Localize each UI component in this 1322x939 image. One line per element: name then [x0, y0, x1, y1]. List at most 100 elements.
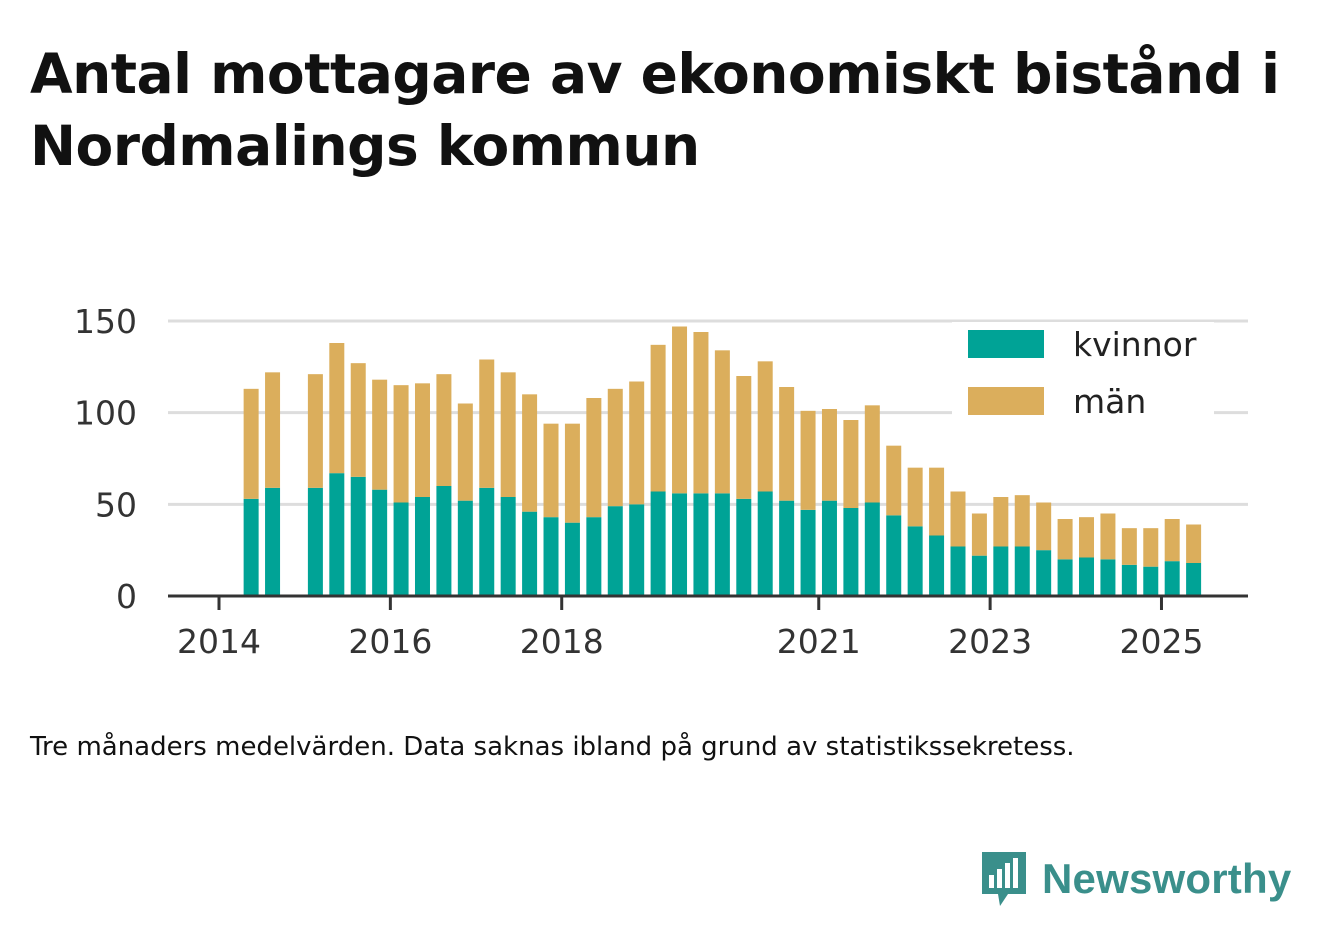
bar-kvinnor: [329, 473, 345, 596]
bar-kvinnor: [393, 502, 409, 596]
bar-kvinnor: [907, 526, 923, 596]
bar-kvinnor: [372, 489, 388, 596]
bar-kvinnor: [543, 517, 559, 596]
bar-kvinnor: [564, 522, 580, 596]
bar-kvinnor: [843, 508, 859, 596]
bar-män: [436, 374, 452, 486]
bar-kvinnor: [1121, 564, 1137, 596]
bar-män: [1014, 495, 1030, 547]
x-tick-label: 2021: [777, 622, 861, 661]
x-tick-label: 2018: [520, 622, 604, 661]
bar-män: [757, 361, 773, 492]
bar-män: [243, 388, 259, 499]
bar-kvinnor: [500, 497, 516, 596]
bar-män: [693, 332, 709, 494]
bar-kvinnor: [779, 500, 795, 596]
bar-män: [522, 394, 538, 512]
bar-män: [307, 374, 323, 488]
bar-män: [329, 343, 345, 474]
footnote: Tre månaders medelvärden. Data saknas ib…: [30, 732, 1075, 762]
bar-män: [821, 409, 837, 501]
bar-kvinnor: [714, 493, 730, 596]
bar-kvinnor: [414, 497, 430, 596]
bar-män: [393, 385, 409, 503]
legend-label-kvinnor: kvinnor: [1073, 325, 1197, 364]
bar-män: [1186, 524, 1202, 563]
x-tick-label: 2016: [348, 622, 432, 661]
bar-män: [886, 445, 902, 516]
chart-title: Antal mottagare av ekonomiskt bistånd i …: [30, 42, 1280, 178]
bar-män: [650, 344, 666, 492]
bar-män: [864, 405, 880, 503]
bar-kvinnor: [971, 555, 987, 596]
bar-kvinnor: [265, 487, 281, 596]
bar-män: [1036, 502, 1052, 551]
bar-män: [564, 423, 580, 523]
bar-kvinnor: [243, 498, 259, 596]
x-tick-label: 2014: [177, 622, 261, 661]
bar-män: [714, 350, 730, 494]
bar-män: [907, 467, 923, 527]
bar-män: [457, 403, 473, 501]
bar-kvinnor: [1014, 546, 1030, 596]
bar-män: [500, 372, 516, 497]
legend-label-män: män: [1073, 382, 1146, 421]
y-tick-label: 100: [74, 394, 137, 433]
brand-name: Newsworthy: [1042, 855, 1292, 902]
bar-kvinnor: [479, 487, 495, 596]
bar-män: [1057, 519, 1073, 560]
bar-män: [672, 326, 688, 494]
bar-män: [1079, 517, 1095, 558]
bar-män: [1164, 519, 1180, 562]
bar-kvinnor: [1036, 550, 1052, 596]
bar-kvinnor: [586, 517, 602, 596]
x-tick-label: 2023: [948, 622, 1032, 661]
bar-kvinnor: [672, 493, 688, 596]
bar-kvinnor: [307, 487, 323, 596]
bar-kvinnor: [800, 509, 816, 596]
bar-män: [372, 379, 388, 490]
y-tick-label: 150: [74, 302, 137, 341]
y-tick-label: 50: [95, 485, 137, 524]
bar-män: [1100, 513, 1116, 560]
bar-kvinnor: [629, 504, 645, 596]
bar-kvinnor: [1143, 566, 1159, 596]
legend-swatch-kvinnor: [968, 330, 1044, 358]
bar-män: [607, 388, 623, 507]
bar-kvinnor: [522, 511, 538, 596]
bar-män: [993, 497, 1009, 547]
bar-män: [950, 491, 966, 547]
bar-män: [414, 383, 430, 497]
bar-kvinnor: [1079, 557, 1095, 596]
bar-kvinnor: [693, 493, 709, 596]
bar-kvinnor: [736, 498, 752, 596]
bar-kvinnor: [350, 476, 366, 596]
axes: 0 50 100 150 2014 2016 2018 2021 2023 2025: [74, 302, 1248, 661]
bar-män: [929, 467, 945, 536]
bar-kvinnor: [886, 515, 902, 596]
bar-kvinnor: [1186, 563, 1202, 596]
bar-män: [779, 387, 795, 501]
legend: kvinnor män: [952, 322, 1214, 446]
bar-män: [1143, 528, 1159, 567]
bar-män: [543, 423, 559, 518]
bar-kvinnor: [864, 502, 880, 596]
brand-logo: Newsworthy: [978, 848, 1291, 910]
x-tick-label: 2025: [1119, 622, 1203, 661]
bar-kvinnor: [436, 486, 452, 596]
legend-swatch-män: [968, 387, 1044, 415]
bar-kvinnor: [607, 506, 623, 596]
bar-män: [629, 381, 645, 505]
bar-kvinnor: [457, 500, 473, 596]
bar-kvinnor: [950, 546, 966, 596]
bar-män: [350, 363, 366, 477]
stacked-bar-chart: 0 50 100 150 2014 2016 2018 2021 2023 2025 kvinno…: [74, 302, 1248, 661]
bar-kvinnor: [821, 500, 837, 596]
bar-män: [586, 398, 602, 518]
y-tick-label: 0: [116, 577, 137, 616]
bar-kvinnor: [929, 535, 945, 596]
bar-män: [843, 420, 859, 508]
bar-kvinnor: [650, 491, 666, 596]
bar-kvinnor: [757, 491, 773, 596]
bar-män: [736, 376, 752, 499]
